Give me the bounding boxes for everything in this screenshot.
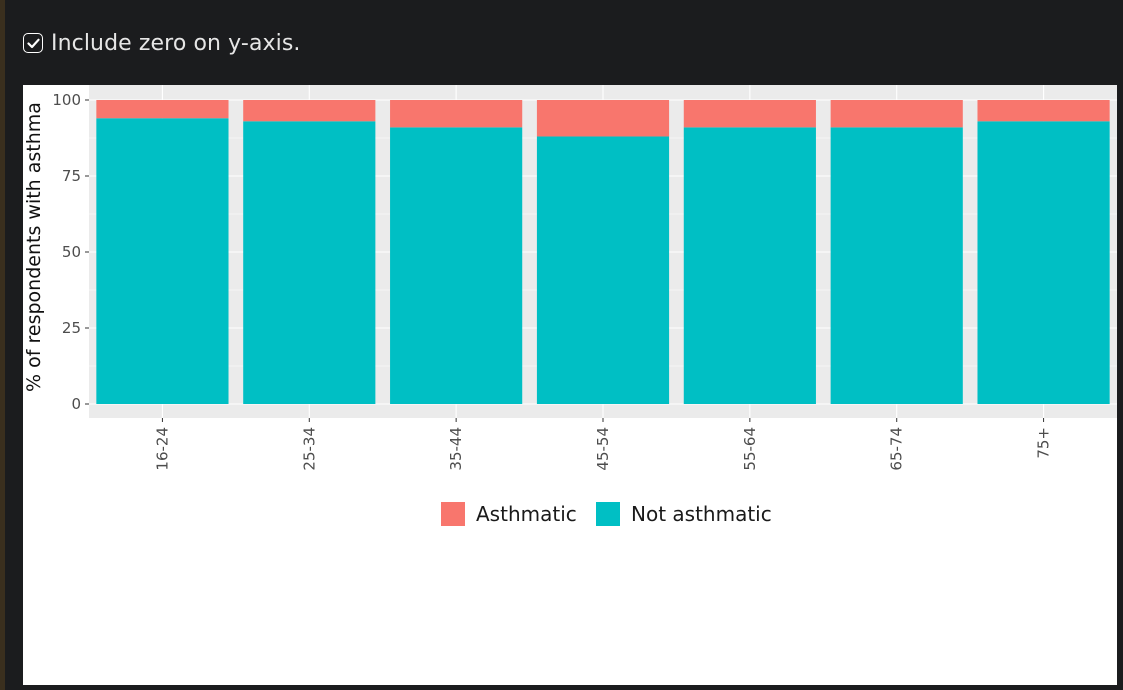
bar-not-asthmatic (96, 118, 229, 405)
bar-asthmatic (977, 100, 1110, 122)
legend-label: Not asthmatic (631, 502, 772, 526)
x-tick-label: 75+ (1035, 427, 1053, 459)
x-tick-label: 35-44 (447, 427, 465, 471)
stacked-bar-chart: 0 25 50 75 100 16-24 25-34 35-44 45-54 55-64 65-74… (23, 85, 1117, 526)
include-zero-label: Include zero on y-axis. (51, 30, 301, 56)
include-zero-checkbox[interactable] (23, 33, 43, 53)
x-tick-label: 25-34 (300, 427, 318, 471)
y-tick-label: 75 (62, 167, 81, 185)
y-tick-label: 50 (62, 243, 81, 261)
x-tick-label: 55-64 (741, 427, 759, 471)
bar-not-asthmatic (243, 121, 376, 404)
y-axis-title: % of respondents with asthma (23, 102, 45, 392)
bar-asthmatic (683, 100, 816, 128)
bar-asthmatic (536, 100, 670, 137)
y-tick-label: 25 (62, 319, 81, 337)
bar-asthmatic (830, 100, 963, 128)
y-tick-label: 0 (71, 395, 81, 413)
bar-asthmatic (243, 100, 376, 122)
checkmark-icon (26, 38, 40, 48)
bar-not-asthmatic (390, 127, 523, 405)
bar-asthmatic (390, 100, 523, 128)
legend-key-not-asthmatic (596, 502, 620, 526)
bar-not-asthmatic (977, 121, 1110, 404)
window-edge (0, 0, 5, 690)
y-tick-label: 100 (52, 91, 81, 109)
legend-label: Asthmatic (476, 502, 577, 526)
x-tick-label: 45-54 (594, 427, 612, 471)
bar-not-asthmatic (536, 136, 670, 405)
bar-not-asthmatic (683, 127, 816, 405)
include-zero-control[interactable]: Include zero on y-axis. (23, 28, 301, 58)
x-tick-label: 16-24 (153, 427, 171, 471)
legend-key-asthmatic (441, 502, 465, 526)
plot-panel: 0 25 50 75 100 16-24 25-34 35-44 45-54 55-64 65-74… (23, 85, 1117, 685)
bar-asthmatic (96, 100, 229, 119)
x-tick-label: 65-74 (888, 427, 906, 471)
bar-not-asthmatic (830, 127, 963, 405)
